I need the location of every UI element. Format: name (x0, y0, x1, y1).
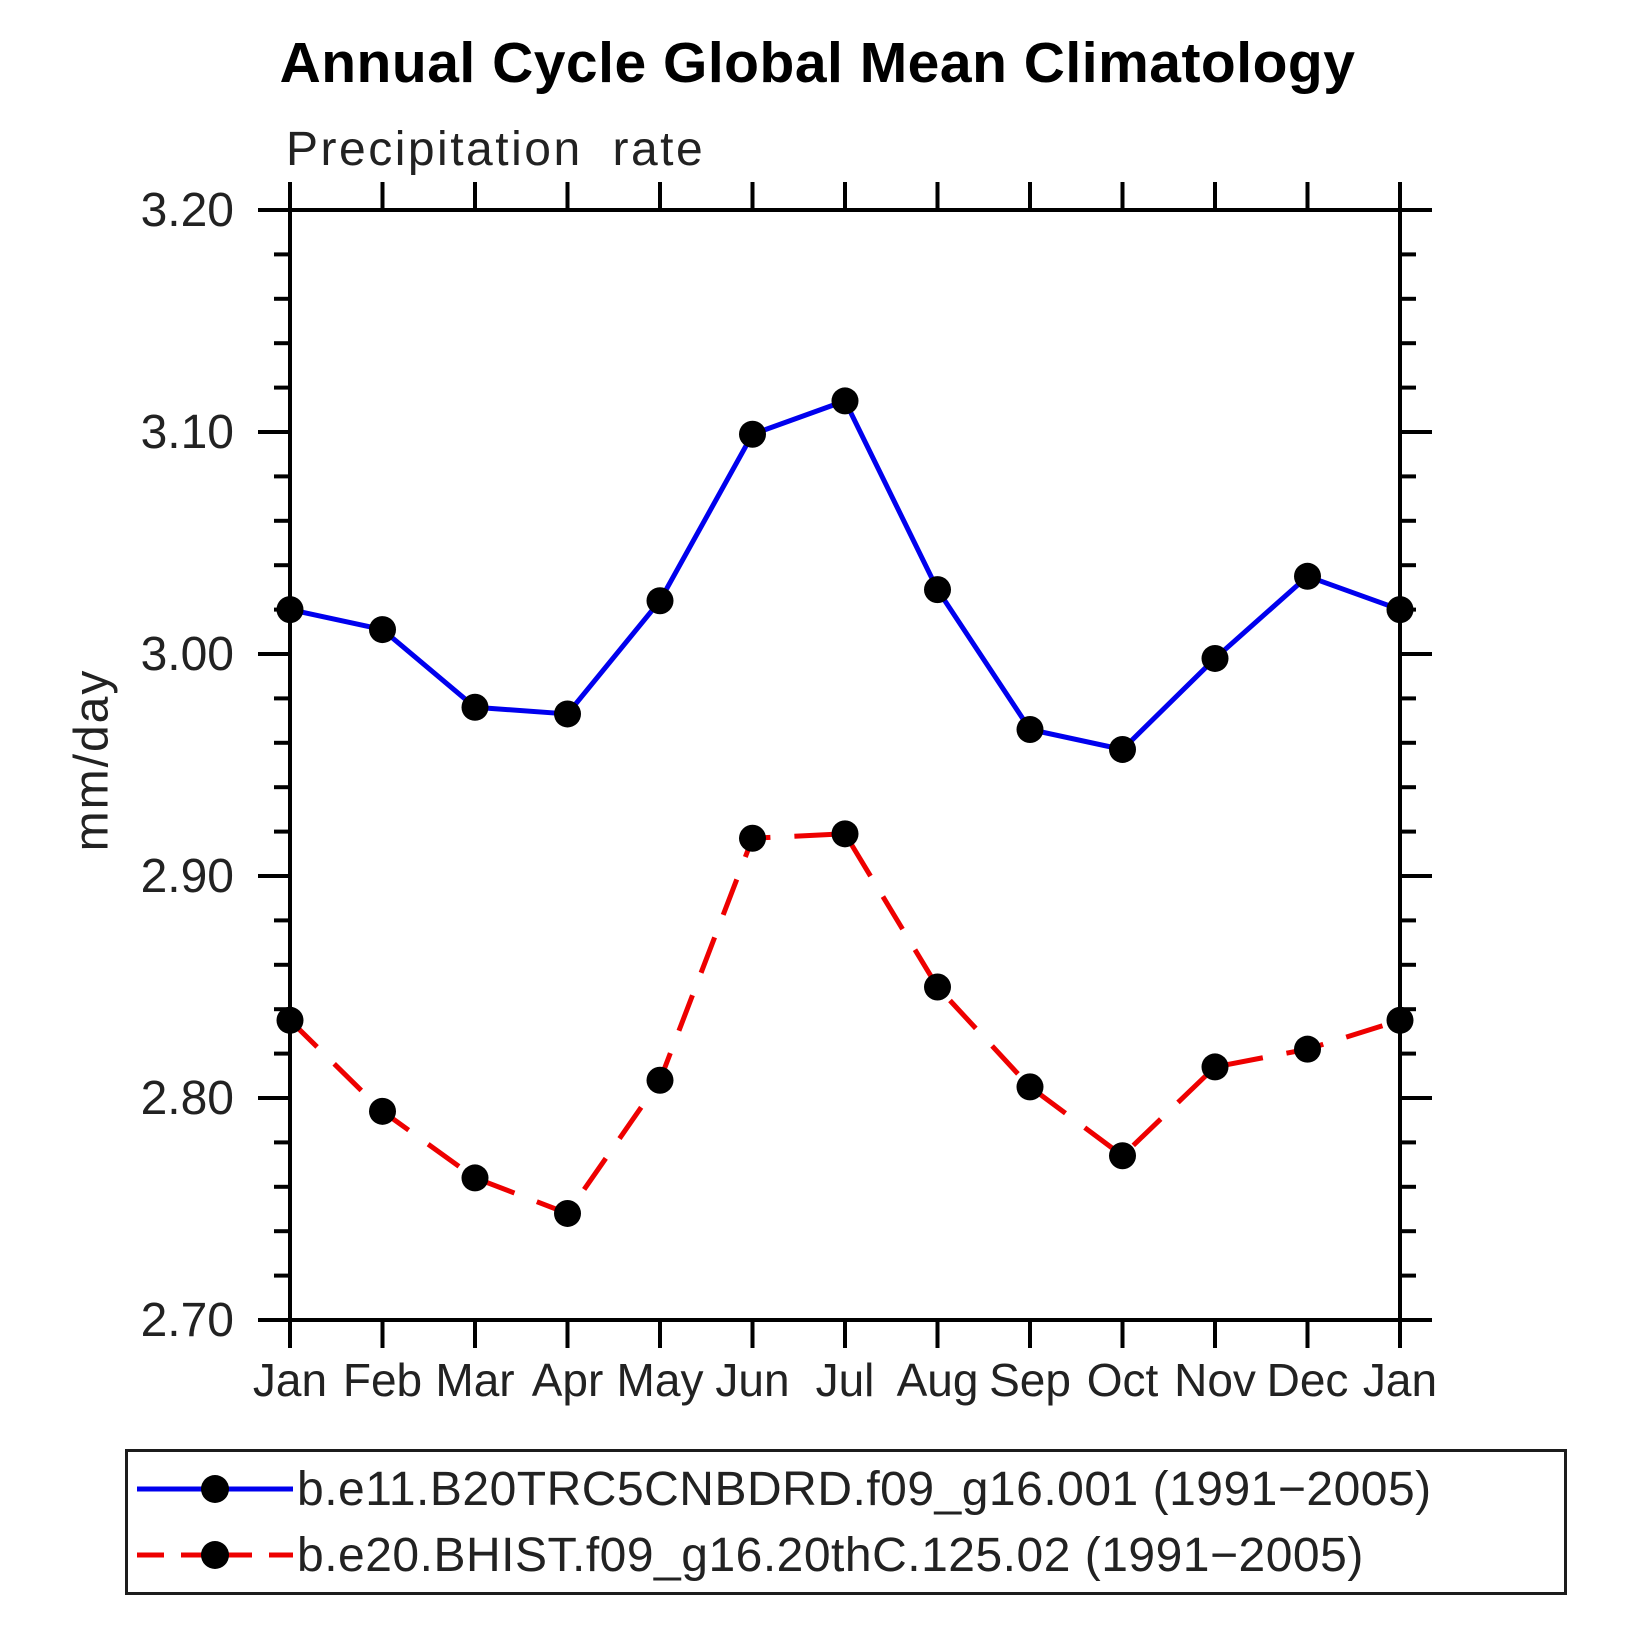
data-point-marker (369, 616, 396, 644)
x-axis-label: Jul (816, 1354, 875, 1406)
x-axis-label: Dec (1267, 1354, 1349, 1406)
data-point-marker (1386, 1006, 1414, 1034)
data-point-marker (1109, 735, 1136, 763)
legend: b.e11.B20TRC5CNBDRD.f09_g16.001 (1991−20… (125, 1449, 1567, 1595)
x-axis-label: Aug (897, 1354, 979, 1406)
data-point-marker (276, 1006, 304, 1034)
x-axis-label: Jan (1363, 1354, 1437, 1406)
data-point-marker (924, 973, 951, 1001)
data-point-marker (276, 596, 304, 624)
data-point-marker (646, 587, 674, 615)
y-axis-label: 3.00 (141, 628, 234, 681)
data-point-marker (1294, 1035, 1321, 1063)
y-axis-label: 2.70 (141, 1294, 234, 1347)
series-line-2 (288, 831, 1401, 1217)
data-point-marker (554, 700, 581, 728)
data-point-marker (1201, 1053, 1229, 1081)
x-axis-label: Jun (715, 1354, 789, 1406)
legend-row-series-2: b.e20.BHIST.f09_g16.20thC.125.02 (1991−2… (133, 1522, 1564, 1588)
x-axis-label: Oct (1087, 1354, 1159, 1406)
data-point-marker (924, 576, 951, 604)
data-point-marker (1386, 596, 1414, 624)
y-axis-label: 3.10 (141, 406, 234, 459)
data-point-marker (1016, 1073, 1044, 1101)
legend-swatch-dashed-line (137, 1541, 293, 1569)
x-axis-label: Mar (435, 1354, 514, 1406)
data-point-marker (739, 420, 766, 448)
legend-swatch-solid-line (137, 1475, 293, 1503)
legend-row-series-1: b.e11.B20TRC5CNBDRD.f09_g16.001 (1991−20… (133, 1456, 1564, 1522)
chart-title: Annual Cycle Global Mean Climatology (279, 31, 1356, 95)
data-point-marker (1109, 1142, 1136, 1170)
data-point-marker (831, 820, 859, 848)
data-point-marker (461, 693, 489, 721)
data-point-marker (1016, 715, 1044, 743)
plot-frame (288, 208, 1402, 1322)
data-point-marker (1201, 644, 1229, 672)
data-point-marker (739, 824, 766, 852)
data-point-marker (831, 387, 859, 415)
series-line-1 (289, 397, 1401, 753)
data-point-marker (1294, 562, 1321, 590)
y-axis-label: 3.20 (141, 184, 234, 237)
legend-label-series-1: b.e11.B20TRC5CNBDRD.f09_g16.001 (1991−20… (297, 1462, 1432, 1516)
data-point-marker (369, 1097, 396, 1125)
x-axis-label: May (617, 1354, 704, 1406)
data-point-marker (461, 1164, 489, 1192)
y-axis-label: 2.90 (141, 850, 234, 903)
x-axis-label: Jan (253, 1354, 327, 1406)
data-point-marker (646, 1066, 674, 1094)
chart-subtitle: Precipitation rate (286, 123, 706, 176)
y-axis-label: 2.80 (141, 1072, 234, 1125)
x-axis-label: Apr (532, 1354, 604, 1406)
x-axis-label: Feb (343, 1354, 422, 1406)
data-point-marker (554, 1199, 581, 1227)
legend-label-series-2: b.e20.BHIST.f09_g16.20thC.125.02 (1991−2… (297, 1528, 1364, 1582)
x-axis-label: Nov (1174, 1354, 1256, 1406)
x-axis-label: Sep (989, 1354, 1071, 1406)
